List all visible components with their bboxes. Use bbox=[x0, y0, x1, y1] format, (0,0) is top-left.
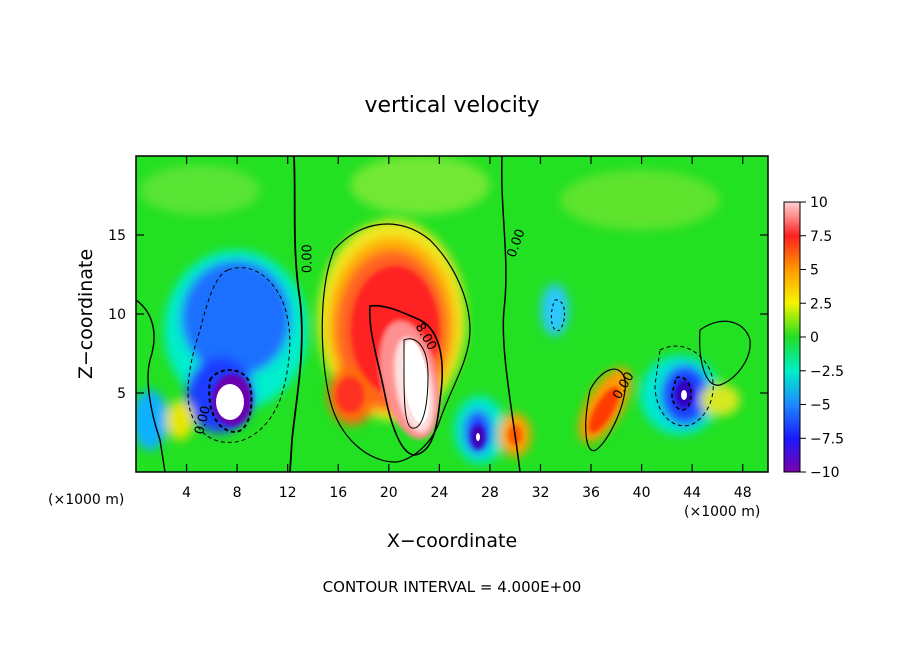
y-tick-label: 5 bbox=[117, 386, 126, 402]
colorbar-tick-label: −10 bbox=[810, 465, 840, 481]
x-unit-left: (×1000 m) bbox=[48, 492, 124, 508]
x-tick-label: 32 bbox=[532, 485, 550, 501]
heatmap-field bbox=[136, 156, 768, 472]
colorbar-tick-label: 10 bbox=[810, 195, 828, 211]
x-unit-right: (×1000 m) bbox=[684, 504, 760, 520]
contour-lines bbox=[136, 156, 751, 472]
colorbar-tick-label: −7.5 bbox=[810, 431, 844, 447]
x-tick-label: 40 bbox=[633, 485, 651, 501]
contour-label: 0.00 bbox=[301, 244, 316, 273]
y-tick-label: 15 bbox=[108, 228, 126, 244]
contour-label: 0.00 bbox=[192, 404, 214, 436]
x-tick-label: 36 bbox=[582, 485, 600, 501]
x-tick-label: 24 bbox=[430, 485, 448, 501]
colorbar-tick-label: −2.5 bbox=[810, 364, 844, 380]
y-tick-label: 10 bbox=[108, 307, 126, 323]
x-tick-label: 4 bbox=[182, 485, 191, 501]
colorbar: 10 7.5 5 2.5 0 −2.5 −5 −7.5 −10 bbox=[783, 195, 844, 481]
chart-title: vertical velocity bbox=[364, 93, 539, 118]
x-tick-label: 20 bbox=[380, 485, 398, 501]
colorbar-tick-label: 7.5 bbox=[810, 229, 832, 245]
colorbar-tick-label: −5 bbox=[810, 398, 831, 414]
colorbar-tick-label: 2.5 bbox=[810, 296, 832, 312]
x-tick-label: 8 bbox=[233, 485, 242, 501]
x-tick-label: 48 bbox=[734, 485, 752, 501]
y-axis-label: Z−coordinate bbox=[75, 249, 97, 379]
y-axis: 5 10 15 bbox=[108, 228, 768, 402]
x-tick-label: 28 bbox=[481, 485, 499, 501]
x-tick-label: 16 bbox=[329, 485, 347, 501]
x-tick-label: 44 bbox=[683, 485, 701, 501]
x-tick-label: 12 bbox=[279, 485, 297, 501]
contour-interval-note: CONTOUR INTERVAL = 4.000E+00 bbox=[323, 578, 582, 596]
x-axis: 4 8 12 16 20 24 28 32 36 40 44 48 bbox=[182, 156, 752, 501]
x-axis-label: X−coordinate bbox=[387, 530, 517, 552]
colorbar-tick-label: 0 bbox=[810, 330, 819, 346]
colorbar-tick-label: 5 bbox=[810, 263, 819, 279]
